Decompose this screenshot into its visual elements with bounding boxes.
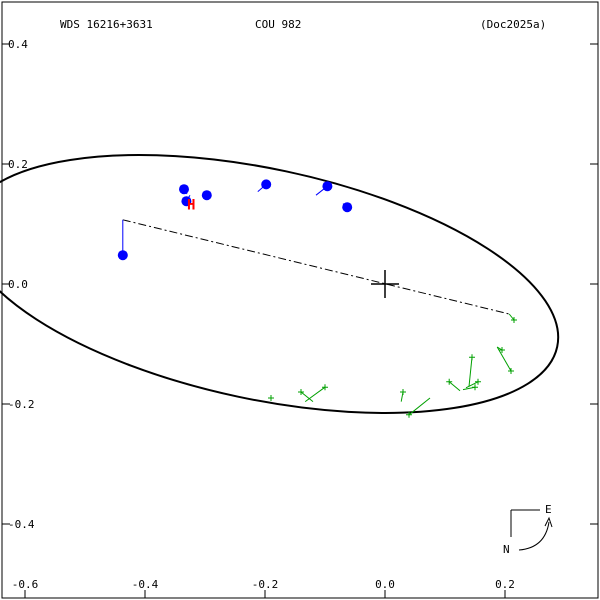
green-point-9: [322, 384, 328, 391]
green-residual-0: [508, 313, 515, 321]
header-reference: (Doc2025a): [480, 18, 546, 31]
compass-east-label: E: [545, 503, 552, 516]
y-tick-label-0: 0.4: [8, 38, 28, 51]
marker-label: H: [187, 198, 195, 214]
green-point-1: [508, 368, 514, 374]
x-tick-label-3: 0.0: [375, 578, 395, 591]
green-residual-5: [468, 357, 473, 387]
green-residual-6: [448, 381, 461, 392]
blue-point-2: [181, 196, 192, 207]
y-tick-label-3: -0.2: [8, 398, 35, 411]
compass-bracket: [510, 509, 540, 537]
y-tick-label-2: 0.0: [8, 278, 28, 291]
green-residual-7: [408, 397, 431, 416]
green-point-11: [268, 395, 274, 401]
line-of-nodes: [122, 219, 510, 315]
green-point-3: [475, 378, 481, 385]
green-point-8: [400, 389, 406, 395]
points-layer: H: [117, 179, 517, 418]
blue-point-3: [201, 190, 212, 201]
blue-point-1: [179, 184, 189, 195]
green-point-5: [469, 354, 475, 361]
compass-arrowhead-icon: [544, 516, 553, 528]
green-point-7: [406, 411, 412, 418]
green-residual-1: [496, 346, 512, 372]
x-tick-label-0: -0.6: [12, 578, 39, 591]
compass-rose: E N: [503, 503, 553, 556]
green-residual-9: [304, 386, 326, 403]
header-system-name: COU 982: [255, 18, 301, 31]
green-residual-3: [465, 381, 479, 389]
x-tick-label-2: -0.2: [252, 578, 279, 591]
header-wds-id: WDS 16216+3631: [60, 18, 153, 31]
green-point-10: [298, 389, 304, 395]
y-tick-label-4: -0.4: [8, 518, 35, 531]
green-point-6: [446, 378, 453, 385]
compass-arrow: [518, 521, 550, 551]
y-tick-label-1: 0.2: [8, 158, 28, 171]
x-tick-label-1: -0.4: [132, 578, 159, 591]
blue-point-6: [342, 202, 353, 213]
blue-point-0: [117, 250, 128, 261]
orbit-layer: [0, 154, 560, 414]
green-point-4: [472, 384, 478, 391]
compass-north-label: N: [503, 543, 510, 556]
green-residual-10: [300, 391, 314, 402]
green-point-2: [499, 347, 505, 353]
axis-ticks: -0.6 -0.4 -0.2 0.0 0.2 0.4 0.2 0.0 -0.2 -0.4: [2, 38, 598, 598]
x-tick-label-4: 0.2: [495, 578, 515, 591]
blue-point-5: [322, 181, 333, 192]
green-point-0: [511, 317, 517, 323]
blue-point-4: [261, 179, 272, 190]
primary-star-cross: [371, 270, 399, 298]
orbit-ellipse: [0, 154, 560, 414]
